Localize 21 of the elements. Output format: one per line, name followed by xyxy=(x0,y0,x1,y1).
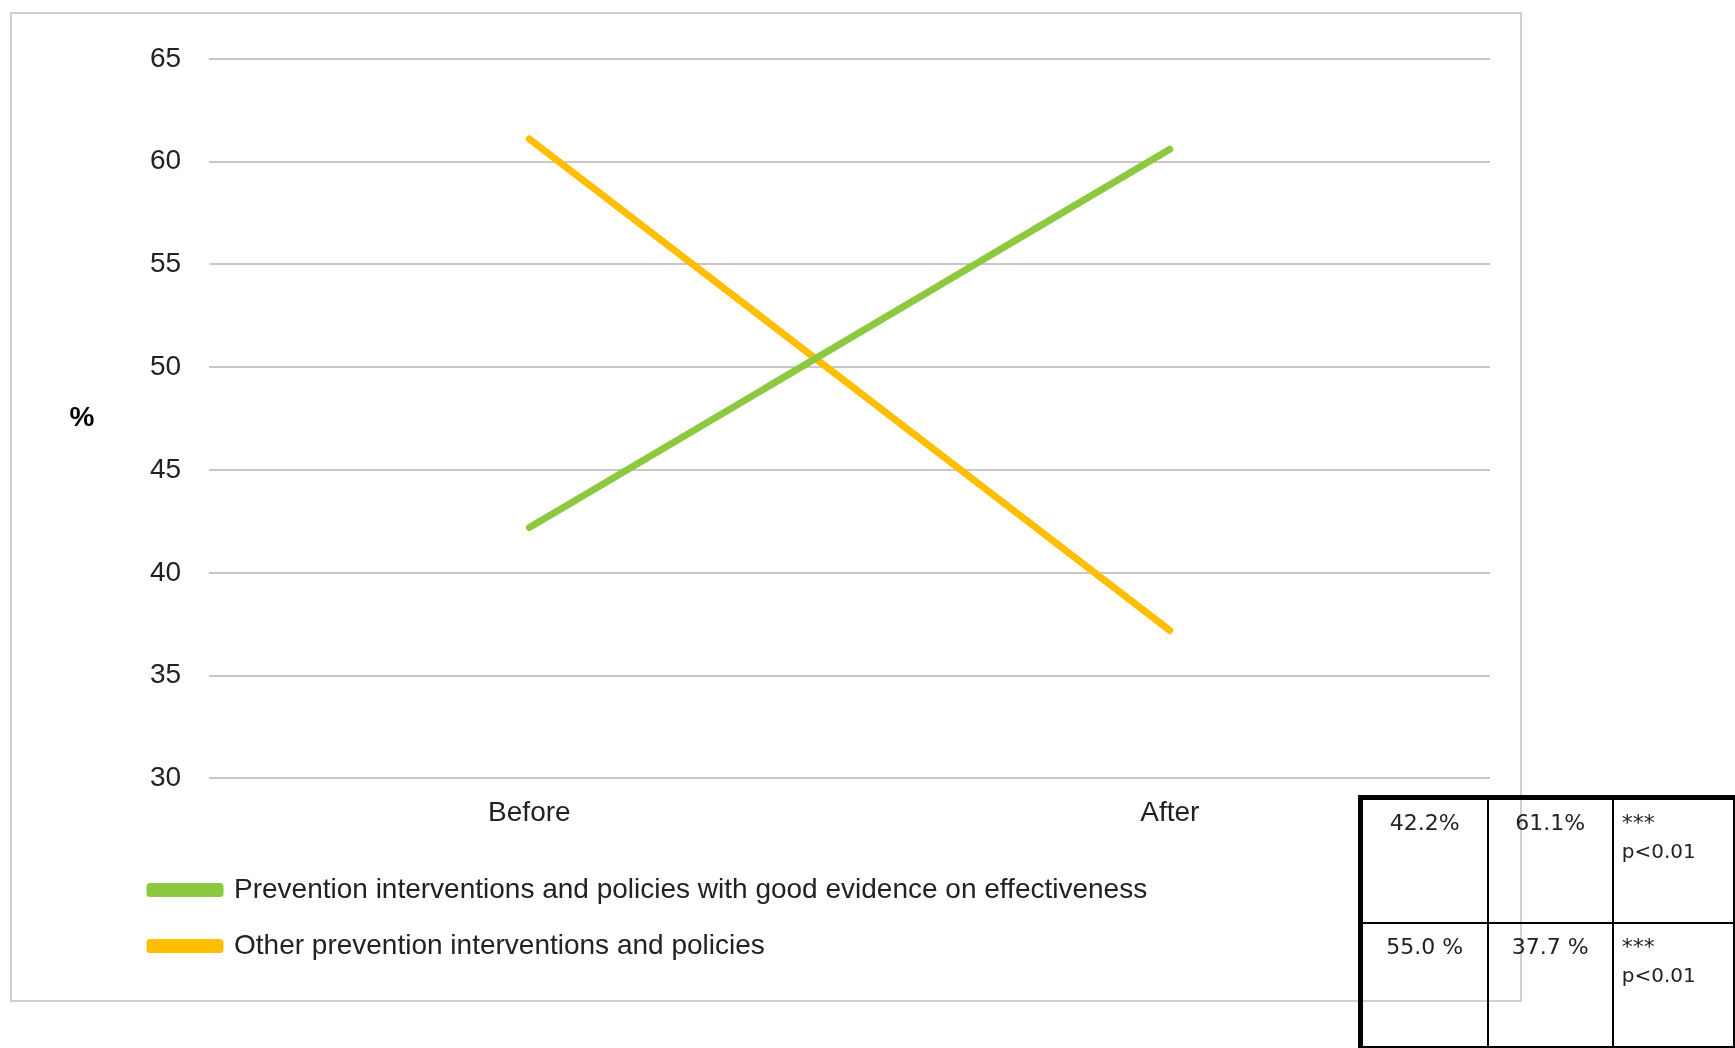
text: 37.7 % xyxy=(1487,923,1613,1047)
y-tick-label: 30 xyxy=(149,761,182,793)
y-tick-label: 35 xyxy=(149,658,182,690)
text: 55.0 % xyxy=(1360,923,1488,1047)
y-tick-label: 40 xyxy=(149,555,182,587)
y-tick-label: 45 xyxy=(149,452,182,484)
text: *** xyxy=(1621,934,1656,960)
text: p<0.01 xyxy=(1621,839,1697,863)
x-tick-label: After xyxy=(1140,795,1200,827)
text: p<0.01 xyxy=(1621,963,1697,988)
y-tick-label: 55 xyxy=(149,247,182,279)
y-tick-label: 50 xyxy=(149,349,182,381)
text: 42.2% xyxy=(1360,797,1488,924)
y-tick-label: 60 xyxy=(149,144,182,176)
x-tick-label: Before xyxy=(488,795,571,827)
y-tick-label: 65 xyxy=(149,41,182,73)
legend-label: Prevention interventions and policies with good evidence on effectiveness xyxy=(234,872,1148,904)
y-axis-title: % xyxy=(69,401,95,433)
text: *** xyxy=(1621,810,1656,835)
legend-label: Other prevention interventions and policies xyxy=(234,928,765,960)
text: 61.1% xyxy=(1487,797,1613,924)
